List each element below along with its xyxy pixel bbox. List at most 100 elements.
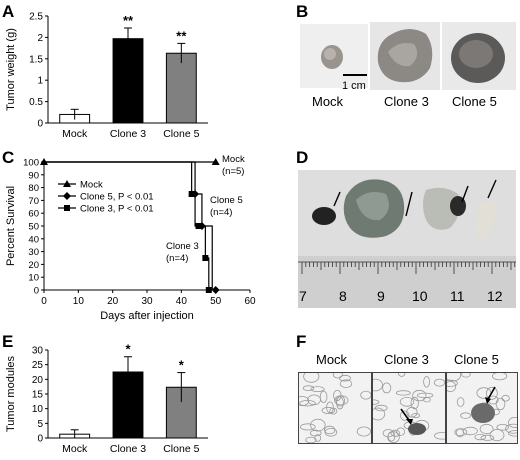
- data-point: [189, 191, 195, 197]
- x-axis-label: Days after injection: [100, 310, 194, 322]
- x-tick-label: 40: [176, 296, 188, 307]
- photo-clone5-tumor: [442, 22, 516, 90]
- histo-label-clone5: Clone 5: [454, 352, 499, 367]
- significance-marker: **: [123, 13, 134, 28]
- photo-label-clone5: Clone 5: [452, 94, 497, 109]
- alveolus: [306, 437, 316, 443]
- alveolus: [383, 383, 391, 393]
- data-point: [196, 223, 202, 229]
- alveolus: [434, 432, 445, 439]
- legend-entry: Clone 3, P < 0.01: [80, 204, 154, 215]
- alveolus: [304, 373, 319, 382]
- annotation-label: (n=4): [210, 207, 232, 218]
- histo-label-mock: Mock: [316, 352, 347, 367]
- x-tick-label: 30: [141, 296, 153, 307]
- alveolus: [462, 373, 471, 377]
- alveolus: [447, 373, 461, 381]
- y-tick-label: 15: [32, 390, 44, 401]
- bar: [166, 53, 196, 123]
- annotation-label: (n=4): [166, 253, 188, 264]
- alveolus: [303, 386, 314, 391]
- alveolus: [373, 379, 383, 391]
- significance-marker: **: [176, 28, 187, 43]
- photo-label-mock: Mock: [312, 94, 343, 109]
- y-tick-label: 0: [34, 286, 39, 297]
- alveolus: [333, 373, 342, 378]
- y-tick-label: 40: [28, 234, 39, 245]
- y-tick-label: 20: [28, 260, 39, 271]
- histology-mock: [298, 372, 372, 444]
- alveolus: [320, 391, 327, 402]
- y-axis-label: Tumor modules: [5, 356, 17, 433]
- ruler-number: 12: [487, 288, 503, 304]
- annotation-label: (n=5): [222, 166, 244, 177]
- alveolus: [413, 390, 426, 401]
- y-tick-label: 0: [37, 119, 43, 130]
- legend-marker: [64, 205, 70, 211]
- alveolus: [373, 400, 379, 404]
- alveolus: [400, 397, 414, 406]
- legend-marker: [63, 192, 71, 200]
- y-tick-label: 70: [28, 196, 39, 207]
- histology-clone3: [372, 372, 446, 444]
- y-tick-label: 90: [28, 170, 39, 181]
- x-tick-label: Mock: [62, 128, 88, 140]
- x-tick-label: 20: [107, 296, 119, 307]
- y-tick-label: 1.5: [29, 54, 43, 65]
- alveolus: [399, 373, 405, 376]
- significance-marker: *: [125, 342, 131, 357]
- alveolus: [308, 395, 321, 405]
- ruler-number: 8: [339, 288, 347, 304]
- y-axis-label: Tumor weight (g): [5, 28, 17, 111]
- photo-label-clone3: Clone 3: [384, 94, 429, 109]
- bar: [113, 39, 143, 123]
- y-tick-label: 20: [32, 375, 44, 386]
- scale-bar: [343, 74, 367, 76]
- y-tick-label: 5: [37, 419, 43, 430]
- survival-line: [44, 162, 212, 290]
- ruler-number: 10: [412, 288, 428, 304]
- y-tick-label: 30: [32, 346, 44, 357]
- y-tick-label: 25: [32, 360, 44, 371]
- ruler-number: 9: [377, 288, 385, 304]
- y-tick-label: 0.5: [29, 97, 43, 108]
- x-tick-label: Mock: [62, 443, 88, 455]
- x-tick-label: 60: [244, 296, 256, 307]
- y-tick-label: 100: [23, 158, 39, 169]
- y-tick-label: 1: [37, 76, 43, 87]
- alveolus: [463, 427, 477, 435]
- data-point: [202, 255, 208, 261]
- alveolus: [457, 398, 464, 407]
- histo-label-clone3: Clone 3: [384, 352, 429, 367]
- x-tick-label: Clone 3: [110, 443, 146, 455]
- data-point: [212, 286, 220, 294]
- legend-entry: Clone 5, P < 0.01: [80, 192, 154, 203]
- x-tick-label: 0: [41, 296, 47, 307]
- y-tick-label: 10: [28, 273, 39, 284]
- photo-clone3-tumor: [370, 22, 440, 90]
- photo-tumors-ruler: [298, 170, 516, 308]
- alveolus: [311, 419, 326, 431]
- y-axis-label: Percent Survival: [5, 186, 17, 266]
- annotation-label: Clone 3: [166, 241, 199, 252]
- survival-line: [44, 162, 209, 290]
- alveolus: [311, 387, 324, 392]
- alveolus: [497, 424, 509, 430]
- alveolus: [492, 373, 506, 380]
- alveolus: [434, 379, 444, 386]
- alveolus: [361, 391, 371, 399]
- alveolus: [480, 424, 493, 433]
- data-point: [206, 287, 212, 293]
- histology-clone5: [446, 372, 518, 444]
- y-tick-label: 0: [37, 434, 43, 445]
- legend-entry: Mock: [80, 180, 103, 191]
- x-tick-label: 10: [73, 296, 85, 307]
- y-tick-label: 50: [28, 222, 39, 233]
- y-tick-label: 2: [37, 33, 43, 44]
- y-tick-label: 2.5: [29, 12, 43, 23]
- y-tick-label: 60: [28, 209, 39, 220]
- alveolus: [417, 393, 433, 398]
- alveolus: [502, 395, 510, 401]
- y-tick-label: 30: [28, 247, 39, 258]
- alveolus: [424, 377, 430, 388]
